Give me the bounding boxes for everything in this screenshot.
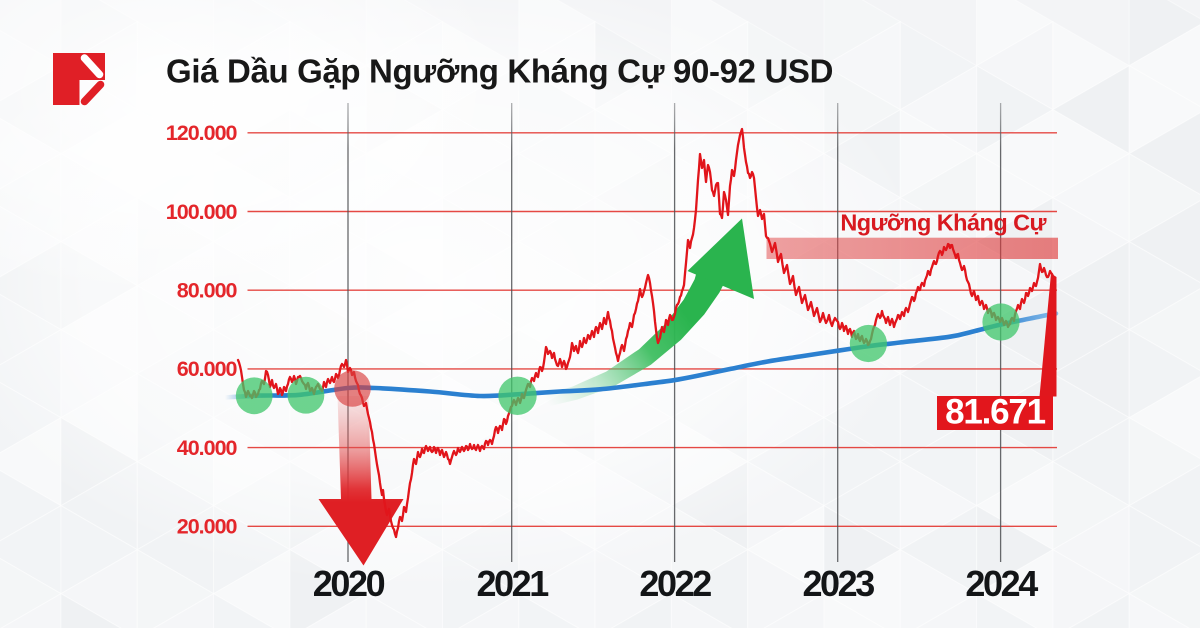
svg-text:120.000: 120.000	[166, 121, 238, 145]
svg-text:40.000: 40.000	[177, 436, 238, 460]
svg-text:2021: 2021	[476, 563, 549, 604]
svg-text:2023: 2023	[802, 563, 874, 604]
svg-text:60.000: 60.000	[177, 357, 238, 381]
svg-text:2020: 2020	[313, 563, 385, 604]
svg-text:80.000: 80.000	[177, 279, 238, 303]
svg-text:2022: 2022	[639, 563, 711, 604]
svg-text:2024: 2024	[965, 563, 1038, 604]
svg-text:Giá Dầu Gặp Ngưỡng Kháng Cự 90: Giá Dầu Gặp Ngưỡng Kháng Cự 90-92 USD	[166, 53, 833, 90]
svg-text:20.000: 20.000	[177, 515, 238, 539]
svg-text:81.671: 81.671	[945, 393, 1046, 432]
svg-text:100.000: 100.000	[166, 200, 238, 224]
svg-text:Ngưỡng Kháng Cự: Ngưỡng Kháng Cự	[840, 210, 1047, 236]
